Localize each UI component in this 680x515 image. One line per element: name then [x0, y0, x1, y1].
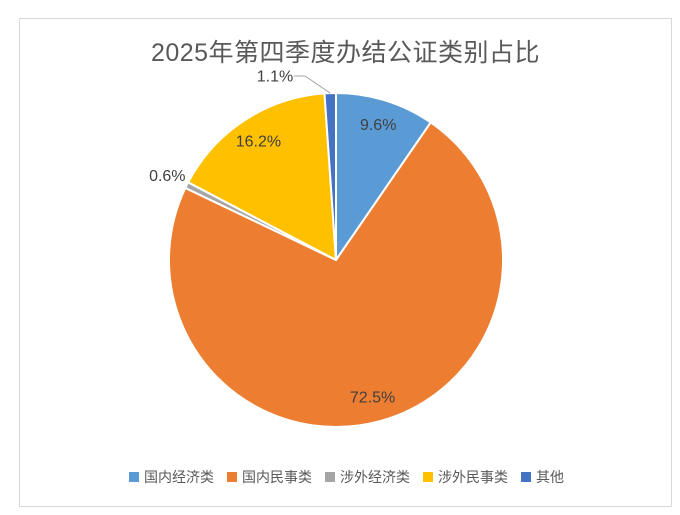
pie-slice-2[interactable]: [167, 121, 504, 428]
legend-item-1[interactable]: 国内经济类: [129, 467, 214, 487]
legend-swatch-icon: [521, 472, 531, 482]
legend-swatch-icon: [129, 472, 139, 482]
data-label-slice-3: 0.6%: [149, 168, 185, 185]
legend-label: 国内经济类: [144, 469, 214, 485]
legend-swatch-icon: [325, 472, 335, 482]
pie-slice-1[interactable]: [335, 92, 432, 261]
data-label-slice-2: 72.5%: [350, 390, 395, 407]
legend-swatch-icon: [423, 472, 433, 482]
legend-item-5[interactable]: 其他: [521, 467, 564, 487]
pie-slice-4[interactable]: [187, 92, 337, 261]
data-label-slice-1: 9.6%: [360, 117, 396, 134]
chart-legend: 国内经济类 国内民事类 涉外经济类 涉外民事类 其他: [20, 467, 673, 487]
legend-label: 涉外民事类: [438, 469, 508, 485]
legend-item-4[interactable]: 涉外民事类: [423, 467, 508, 487]
legend-label: 国内民事类: [242, 469, 312, 485]
legend-item-2[interactable]: 国内民事类: [227, 467, 312, 487]
legend-swatch-icon: [227, 472, 237, 482]
data-label-slice-4: 16.2%: [236, 134, 281, 151]
chart-title: 2025年第四季度办结公证类别占比: [150, 39, 541, 67]
legend-label: 其他: [536, 469, 564, 485]
label-leader-line: [294, 75, 331, 94]
legend-item-3[interactable]: 涉外经济类: [325, 467, 410, 487]
pie-slice-5[interactable]: [323, 92, 337, 261]
legend-label: 涉外经济类: [340, 469, 410, 485]
data-label-slice-5: 1.1%: [257, 69, 293, 86]
